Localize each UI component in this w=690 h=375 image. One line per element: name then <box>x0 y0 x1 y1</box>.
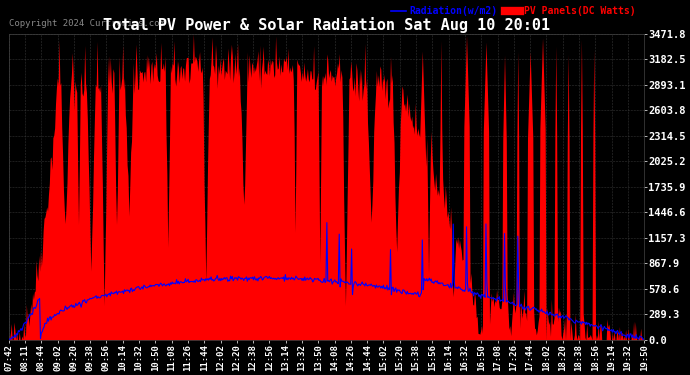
Text: Copyright 2024 Curtronics.com: Copyright 2024 Curtronics.com <box>9 19 164 28</box>
Legend: Radiation(w/m2), PV Panels(DC Watts): Radiation(w/m2), PV Panels(DC Watts) <box>387 2 640 20</box>
Title: Total PV Power & Solar Radiation Sat Aug 10 20:01: Total PV Power & Solar Radiation Sat Aug… <box>103 17 550 33</box>
